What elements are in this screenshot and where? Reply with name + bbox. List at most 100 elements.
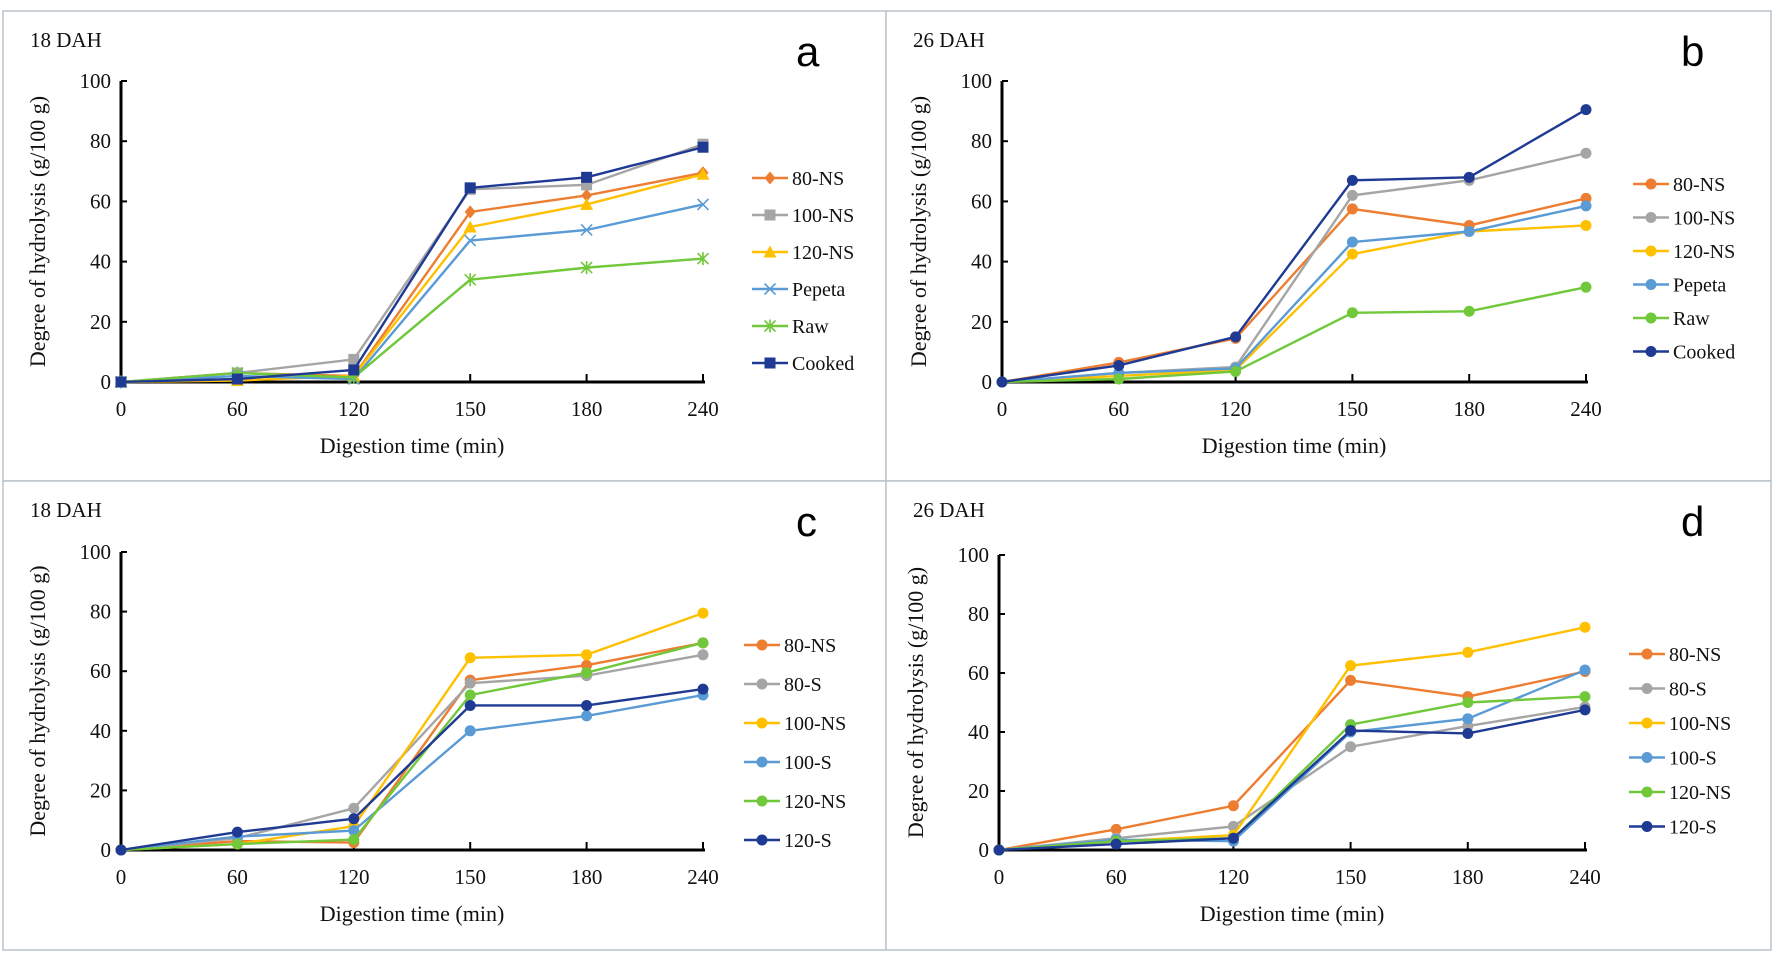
data-point: [1110, 838, 1122, 850]
legend-marker: [764, 171, 776, 185]
legend-label: 80-NS: [784, 635, 836, 657]
legend-marker: [756, 717, 768, 729]
y-tick-label: 80: [971, 129, 992, 153]
x-tick-label: 120: [1220, 397, 1252, 421]
y-tick-label: 0: [982, 370, 993, 394]
x-tick-label: 180: [571, 397, 603, 421]
data-point: [348, 364, 360, 376]
legend-item: Cooked: [1633, 342, 1735, 364]
legend-marker: [1645, 245, 1657, 257]
series-line: [120, 173, 704, 384]
y-tick-label: 100: [80, 540, 112, 564]
y-tick-label: 40: [90, 719, 111, 743]
x-tick-label: 180: [1452, 865, 1484, 889]
data-point: [580, 223, 593, 237]
series-line: [998, 708, 1586, 852]
legend-label: Pepeta: [1673, 275, 1726, 297]
legend-label: 80-NS: [1669, 644, 1721, 666]
legend-marker: [1641, 683, 1653, 694]
data-point: [580, 261, 593, 275]
data-point: [348, 813, 360, 825]
series-line: [998, 670, 1586, 852]
legend-marker: [1641, 786, 1653, 798]
legend-marker: [764, 209, 776, 221]
data-point: [464, 234, 477, 247]
data-point: [1227, 820, 1239, 832]
data-point: [993, 844, 1005, 856]
data-point: [1580, 200, 1592, 212]
legend-label: 120-NS: [784, 791, 846, 813]
data-point: [231, 826, 243, 838]
data-point: [115, 376, 127, 388]
x-axis-label: Digestion time (min): [1200, 901, 1385, 926]
series-line: [120, 641, 704, 852]
series-line: [1001, 197, 1587, 384]
data-point: [1579, 621, 1591, 633]
data-point: [464, 725, 476, 737]
data-point: [1579, 704, 1591, 716]
legend-marker: [756, 678, 768, 690]
y-tick-label: 60: [971, 189, 992, 213]
y-tick-label: 80: [968, 602, 989, 626]
x-tick-label: 120: [1218, 865, 1250, 889]
series-line: [120, 687, 704, 852]
data-point: [1227, 800, 1239, 812]
data-point: [1345, 725, 1357, 737]
panel-subtitle: 26 DAH: [913, 28, 985, 52]
legend-item: 80-NS: [744, 635, 836, 657]
data-point: [1580, 219, 1592, 231]
data-point: [696, 252, 710, 266]
legend-label: Raw: [792, 316, 829, 338]
series-line: [120, 203, 704, 384]
y-axis-label: Degree of hydrolysis (g/100 g): [906, 96, 931, 367]
legend-label: 120-NS: [792, 242, 854, 264]
data-point: [231, 373, 243, 385]
data-point: [581, 699, 593, 711]
data-point: [697, 637, 709, 649]
y-tick-label: 20: [90, 778, 111, 802]
legend-item: Raw: [752, 316, 829, 338]
data-point: [348, 353, 360, 365]
series-line: [120, 693, 704, 852]
legend-item: 100-NS: [1629, 713, 1731, 735]
series-line: [998, 668, 1586, 852]
series-line: [998, 695, 1586, 852]
legend-label: 80-S: [784, 674, 822, 696]
legend-label: Cooked: [1673, 342, 1735, 364]
panel-letter: b: [1681, 28, 1704, 75]
legend-marker: [764, 357, 776, 369]
data-point: [1462, 697, 1474, 708]
data-point: [581, 710, 593, 722]
series-Cooked: [996, 104, 1592, 388]
legend-marker: [1641, 821, 1653, 832]
data-point: [1463, 171, 1475, 183]
legend-item: 80-S: [744, 674, 822, 696]
legend-item: 120-NS: [1629, 782, 1731, 804]
legend-label: 80-NS: [792, 168, 844, 190]
legend-label: 120-S: [784, 830, 832, 852]
legend-item: 100-S: [744, 752, 832, 774]
series-line: [1001, 108, 1587, 384]
data-point: [696, 198, 710, 211]
panel-subtitle: 18 DAH: [30, 28, 102, 52]
x-tick-label: 240: [687, 865, 719, 889]
legend-marker: [1641, 717, 1653, 729]
legend-item: 100-S: [1629, 748, 1717, 770]
data-point: [580, 197, 594, 210]
legend-marker: [1645, 312, 1657, 324]
legend-item: 100-NS: [752, 205, 854, 227]
panel-letter: a: [796, 28, 820, 75]
series-120-S: [993, 704, 1591, 856]
y-axis-label: Degree of hydrolysis (g/100 g): [903, 567, 928, 838]
data-point: [1463, 305, 1475, 317]
panel-a: 18 DAH a 0 20 40 60 80 100 0 60 120 150 180 240 Digest…: [2, 10, 887, 482]
data-point: [697, 607, 709, 619]
data-point: [1113, 373, 1125, 385]
legend-marker: [756, 834, 768, 846]
legend-item: Pepeta: [1633, 275, 1726, 297]
y-tick-label: 40: [90, 250, 111, 274]
data-point: [1580, 147, 1592, 159]
x-tick-label: 150: [1337, 397, 1369, 421]
y-axis-label: Degree of hydrolysis (g/100 g): [25, 96, 50, 367]
